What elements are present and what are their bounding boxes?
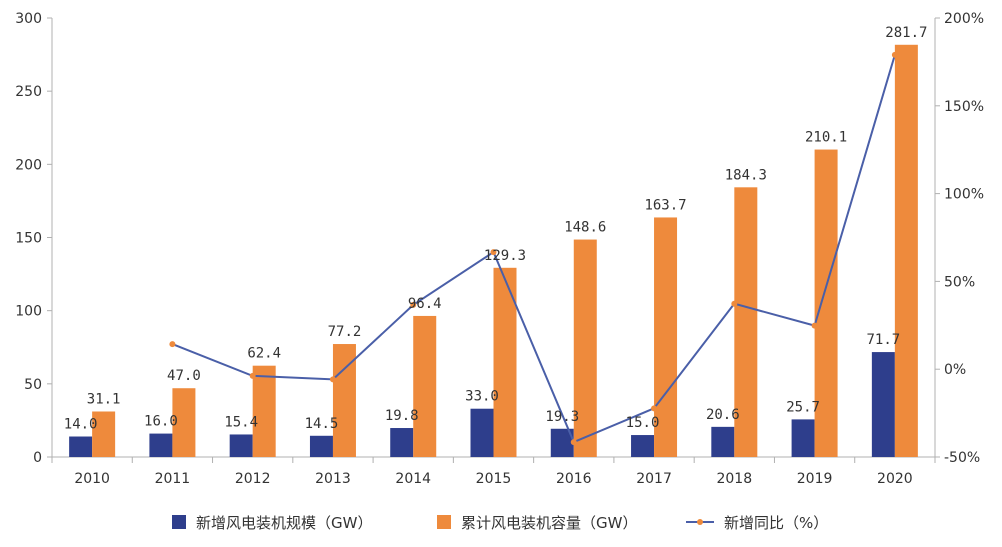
- new-capacity-label: 15.4: [224, 414, 258, 430]
- new-capacity-bar: [871, 352, 895, 457]
- x-tick-label: 2011: [155, 471, 191, 487]
- x-tick-label: 2012: [235, 471, 271, 487]
- new-capacity-bar: [631, 435, 655, 457]
- right-tick-label: 50%: [944, 274, 975, 290]
- new-capacity-label: 15.0: [626, 415, 660, 431]
- legend-marker: [697, 519, 703, 525]
- x-tick-label: 2014: [395, 471, 431, 487]
- cumulative-capacity-label: 31.1: [87, 391, 121, 407]
- cumulative-capacity-label: 281.7: [885, 25, 927, 41]
- cumulative-capacity-label: 129.3: [484, 248, 526, 264]
- new-capacity-label: 71.7: [867, 332, 901, 348]
- new-capacity-bar: [309, 435, 333, 457]
- left-tick-label: 300: [15, 11, 42, 27]
- right-tick-label: 150%: [944, 99, 984, 115]
- growth-point: [249, 372, 256, 379]
- cumulative-capacity-bar: [332, 344, 356, 457]
- new-capacity-bar: [711, 426, 735, 457]
- legend-label: 新增同比（%）: [724, 514, 828, 532]
- legend-swatch: [172, 515, 186, 529]
- cumulative-capacity-bar: [573, 239, 597, 457]
- growth-line-path: [172, 54, 896, 444]
- cumulative-capacity-label: 148.6: [564, 220, 606, 236]
- growth-line: [169, 51, 898, 446]
- new-capacity-label: 14.5: [305, 416, 339, 432]
- new-capacity-label: 14.0: [64, 417, 98, 433]
- new-capacity-label: 16.0: [144, 414, 178, 430]
- x-tick-label: 2018: [716, 471, 752, 487]
- cumulative-capacity-label: 77.2: [328, 324, 362, 340]
- new-capacity-bar: [69, 436, 93, 457]
- legend-swatch: [437, 515, 451, 529]
- new-capacity-bar: [791, 419, 815, 457]
- cumulative-capacity-bar: [92, 411, 116, 457]
- legend-label: 新增风电装机规模（GW）: [196, 514, 372, 532]
- new-capacity-label: 20.6: [706, 407, 740, 423]
- growth-point: [490, 249, 497, 256]
- cumulative-capacity-bar: [413, 315, 437, 457]
- cumulative-capacity-label: 210.1: [805, 130, 847, 146]
- left-tick-label: 250: [15, 84, 42, 100]
- legend-label: 累计风电装机容量（GW）: [461, 514, 637, 532]
- cumulative-capacity-bar: [252, 365, 276, 457]
- cumulative-capacity-bar: [734, 187, 758, 457]
- growth-point: [811, 322, 818, 329]
- left-tick-label: 0: [33, 450, 42, 466]
- x-tick-label: 2019: [797, 471, 833, 487]
- new-capacity-label: 19.3: [545, 409, 579, 425]
- growth-point: [410, 301, 417, 308]
- cumulative-capacity-bar: [654, 217, 678, 457]
- growth-point: [731, 300, 738, 307]
- x-tick-label: 2016: [556, 471, 592, 487]
- left-tick-label: 200: [15, 157, 42, 173]
- cumulative-capacity-label: 163.7: [644, 197, 686, 213]
- growth-point: [329, 376, 336, 383]
- growth-point: [891, 51, 898, 58]
- growth-point: [169, 341, 176, 348]
- new-capacity-label: 25.7: [786, 399, 820, 415]
- new-capacity-bar: [550, 428, 574, 457]
- cumulative-capacity-bar: [172, 388, 196, 457]
- growth-point: [651, 405, 658, 412]
- new-capacity-label: 33.0: [465, 389, 499, 405]
- cumulative-capacity-bar: [894, 44, 918, 458]
- new-capacity-bar: [470, 408, 494, 457]
- cumulative-capacity-label: 184.3: [725, 167, 767, 183]
- cumulative-capacity-bar: [493, 267, 517, 457]
- x-tick-label: 2015: [476, 471, 512, 487]
- right-tick-label: 0%: [944, 362, 966, 378]
- x-tick-label: 2017: [636, 471, 672, 487]
- axes: 0 50 100 150 200 250 300 -50% 0% 50% 100% 150% 200% 2…: [15, 11, 984, 487]
- new-capacity-label: 19.8: [385, 408, 419, 424]
- right-tick-label: -50%: [944, 450, 980, 466]
- new-capacity-bar: [229, 434, 253, 457]
- x-tick-label: 2020: [877, 471, 913, 487]
- new-capacity-bar: [149, 433, 173, 457]
- left-tick-label: 50: [24, 377, 42, 393]
- growth-point: [570, 439, 577, 446]
- cumulative-capacity-label: 47.0: [167, 368, 201, 384]
- left-tick-label: 150: [15, 231, 42, 247]
- cumulative-capacity-bar: [814, 149, 838, 458]
- bars: [69, 44, 918, 458]
- x-tick-label: 2013: [315, 471, 351, 487]
- legend: 新增风电装机规模（GW） 累计风电装机容量（GW） 新增同比（%）: [172, 514, 828, 532]
- right-tick-label: 100%: [944, 187, 984, 203]
- cumulative-capacity-label: 96.4: [408, 296, 442, 312]
- left-tick-label: 100: [15, 304, 42, 320]
- data-labels: 14.0 16.0 15.4 14.5 19.8 33.0 19.3 15.0 20.6 25.7…: [64, 25, 928, 433]
- x-tick-label: 2010: [74, 471, 110, 487]
- right-tick-label: 200%: [944, 11, 984, 27]
- new-capacity-bar: [390, 428, 414, 457]
- cumulative-capacity-label: 62.4: [247, 346, 281, 362]
